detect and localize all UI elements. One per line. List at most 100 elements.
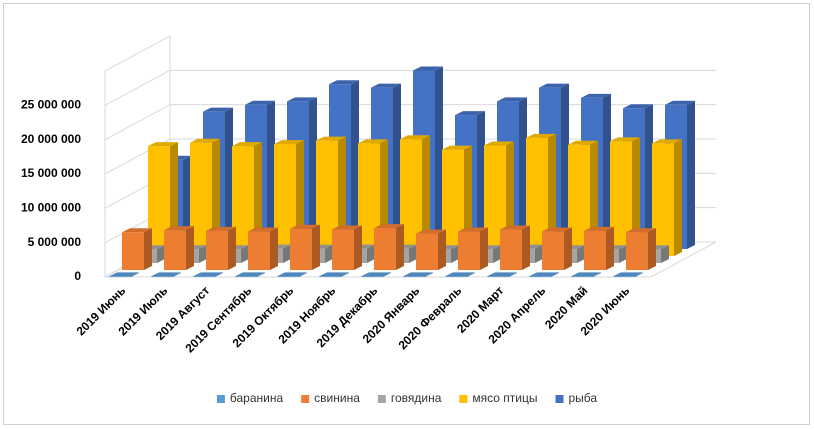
y-tick-label: 15 000 000 xyxy=(21,166,81,180)
bar-top xyxy=(484,141,514,146)
bar xyxy=(316,140,338,256)
grid-line xyxy=(104,69,171,106)
legend-label: говядина xyxy=(391,391,442,405)
legend-swatch xyxy=(216,395,225,403)
bar-side xyxy=(551,272,559,277)
bar-top xyxy=(529,272,559,277)
bar xyxy=(248,231,270,270)
bar-side xyxy=(477,111,485,249)
bar xyxy=(568,144,590,256)
bar-side xyxy=(325,244,333,263)
bar-top xyxy=(193,272,223,277)
bar-side xyxy=(648,228,656,270)
bar-top xyxy=(581,93,611,98)
bar-top xyxy=(626,228,656,233)
bar xyxy=(442,149,464,256)
bar xyxy=(122,232,144,270)
bar xyxy=(358,143,380,256)
bar-side xyxy=(215,272,223,277)
grid-line xyxy=(104,104,171,141)
bar-top xyxy=(584,226,614,231)
bar-side xyxy=(603,93,611,249)
bar-side xyxy=(351,80,359,249)
bar-side xyxy=(435,66,443,249)
bar xyxy=(487,276,509,277)
bar-top xyxy=(665,100,695,105)
bar-top xyxy=(190,138,220,143)
bar xyxy=(109,276,131,277)
bar-side xyxy=(480,227,488,270)
legend-swatch xyxy=(555,395,564,403)
bar-top xyxy=(148,142,178,147)
bar-side xyxy=(674,139,682,256)
legend-label: рыба xyxy=(569,391,598,405)
bar-side xyxy=(183,155,191,249)
bar-side xyxy=(396,224,404,270)
bar-side xyxy=(522,225,530,270)
bar-side xyxy=(257,272,265,277)
bar-side xyxy=(341,272,349,277)
legend-swatch xyxy=(459,395,468,403)
bar xyxy=(500,229,522,270)
bar-side xyxy=(267,100,275,249)
bar xyxy=(403,276,425,277)
bar-top xyxy=(413,66,443,71)
bar-side xyxy=(131,272,139,277)
bar-side xyxy=(383,272,391,277)
bar xyxy=(400,139,422,256)
bar-side xyxy=(422,135,430,256)
bar-side xyxy=(661,245,669,263)
bar-side xyxy=(493,245,501,263)
bar-top xyxy=(319,272,349,277)
bar xyxy=(526,137,548,256)
bar-side xyxy=(212,138,220,256)
bar-side xyxy=(309,97,317,249)
bar xyxy=(571,276,593,277)
bar-top xyxy=(539,83,569,88)
bar-top xyxy=(542,227,572,232)
legend-label: баранина xyxy=(230,391,284,405)
bar-side xyxy=(687,100,695,249)
bar xyxy=(584,230,606,270)
bar-top xyxy=(122,228,152,233)
bar-top xyxy=(610,137,640,142)
bar-top xyxy=(400,135,430,140)
bar-side xyxy=(619,245,627,263)
bar-side xyxy=(632,137,640,256)
bar-top xyxy=(329,80,359,85)
bar xyxy=(193,276,215,277)
bar-top xyxy=(487,272,517,277)
bar-side xyxy=(561,83,569,249)
y-tick-label: 25 000 000 xyxy=(21,98,81,112)
bar-side xyxy=(354,225,362,270)
bar-side xyxy=(535,244,543,263)
bar xyxy=(626,232,648,270)
bar-top xyxy=(374,224,404,229)
bar-top xyxy=(235,272,265,277)
bar-side xyxy=(228,226,236,270)
bar-side xyxy=(393,83,401,249)
bar-side xyxy=(519,97,527,249)
y-tick-label: 10 000 000 xyxy=(21,201,81,215)
y-tick-label: 20 000 000 xyxy=(21,132,81,146)
bar-side xyxy=(409,244,417,263)
bar xyxy=(274,144,296,256)
bar-side xyxy=(186,226,194,270)
bar-top xyxy=(274,140,304,145)
bar-top xyxy=(371,83,401,88)
bar-top xyxy=(361,272,391,277)
bar-top xyxy=(500,225,530,230)
bar-side xyxy=(451,245,459,263)
bar-top xyxy=(442,145,472,150)
bar xyxy=(164,230,186,270)
bar xyxy=(374,228,396,270)
bar-side xyxy=(144,228,152,270)
legend-swatch xyxy=(301,395,310,403)
bar-side xyxy=(157,245,165,263)
bar-top xyxy=(526,133,556,138)
bar xyxy=(484,145,506,256)
bar xyxy=(445,276,467,277)
bar xyxy=(232,146,254,256)
bar xyxy=(151,276,173,277)
bar-top xyxy=(458,227,488,232)
